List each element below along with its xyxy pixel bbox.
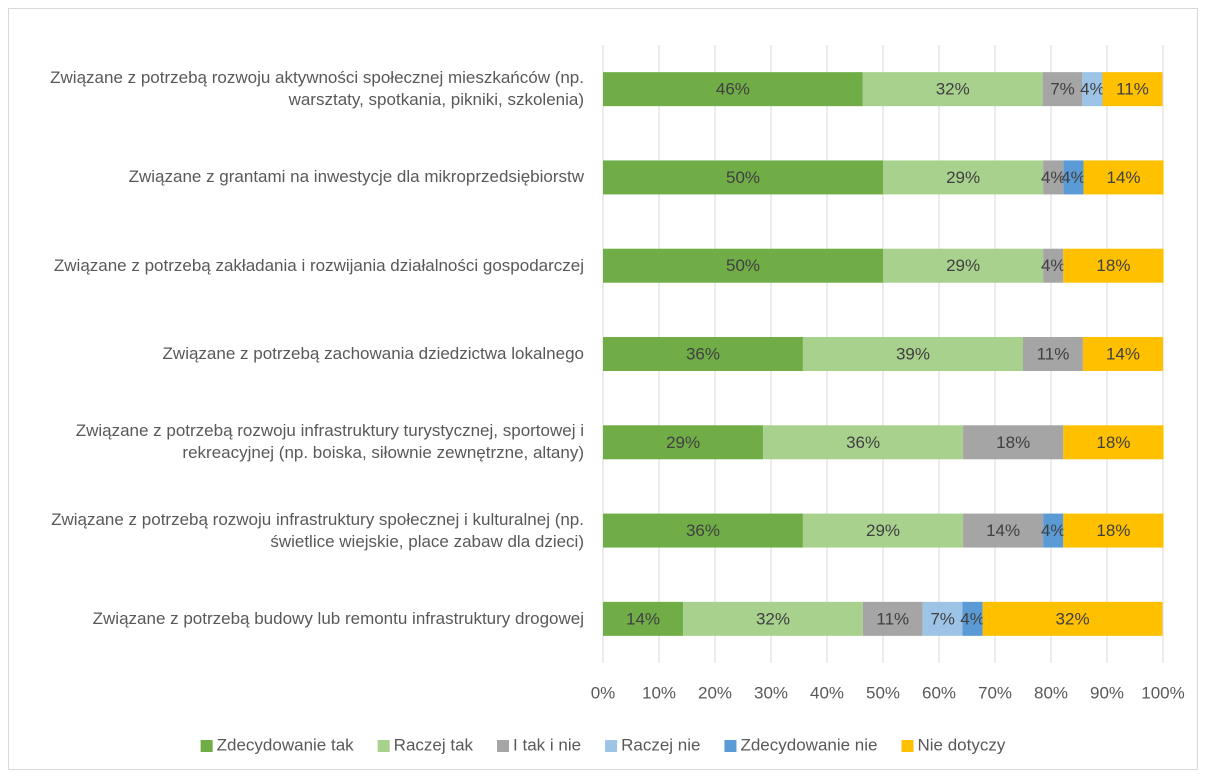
bar-segment: [802, 513, 964, 548]
data-label: 50%: [726, 256, 760, 275]
x-tick-label: 0%: [591, 683, 616, 702]
bar-segment: [603, 337, 803, 371]
bar-segment: [683, 601, 863, 636]
data-label: 4%: [1080, 80, 1105, 99]
data-label: 7%: [930, 609, 955, 628]
legend-label: Raczej nie: [621, 735, 700, 754]
category-label: Związane z potrzebą rozwoju infrastruktu…: [51, 509, 584, 551]
data-label: 36%: [686, 521, 720, 540]
bar-segment: [1063, 160, 1084, 195]
bar-segment: [603, 601, 684, 636]
bar-segment: [603, 72, 863, 107]
legend-label: Nie dotyczy: [917, 735, 1005, 754]
x-tick-label: 90%: [1090, 683, 1124, 702]
category-label: Związane z potrzebą budowy lub remontu i…: [92, 608, 584, 628]
data-label: 4%: [1041, 521, 1066, 540]
bar-segment: [603, 425, 764, 460]
data-label: 32%: [936, 80, 970, 99]
data-label: 11%: [876, 609, 909, 628]
legend-swatch: [497, 740, 510, 752]
category-label: Związane z potrzebą zakładania i rozwija…: [53, 255, 584, 275]
bar-segment: [1083, 160, 1164, 195]
bar-segment: [1063, 513, 1164, 548]
bar-segment: [1063, 425, 1164, 460]
bar-segment: [922, 601, 963, 636]
bar-segment: [962, 601, 983, 636]
data-label: 46%: [716, 80, 750, 99]
data-label: 29%: [666, 433, 700, 452]
bar-segment: [1023, 337, 1083, 371]
data-label: 32%: [756, 609, 790, 628]
x-tick-label: 70%: [978, 683, 1012, 702]
bar-segment: [1043, 513, 1064, 548]
bar-segment: [603, 160, 883, 195]
data-label: 18%: [1096, 521, 1130, 540]
data-label: 14%: [1106, 344, 1140, 363]
legend-swatch: [605, 740, 618, 752]
bar-segment: [883, 160, 1044, 195]
x-tick-label: 50%: [866, 683, 900, 702]
legend-label: Zdecydowanie tak: [217, 735, 355, 754]
data-label: 14%: [986, 521, 1020, 540]
x-tick-label: 20%: [698, 683, 732, 702]
bar-segment: [1043, 160, 1064, 195]
bar-segment: [1082, 72, 1103, 107]
data-label: 50%: [726, 168, 760, 187]
bar-segment: [862, 601, 923, 636]
legend-swatch: [377, 740, 390, 752]
data-label: 18%: [996, 433, 1030, 452]
x-tick-label: 100%: [1141, 683, 1184, 702]
legend-swatch: [724, 740, 737, 752]
data-label: 32%: [1056, 609, 1090, 628]
data-label: 18%: [1096, 256, 1130, 275]
data-label: 4%: [1061, 168, 1086, 187]
bar-segment: [802, 337, 1023, 371]
data-label: 29%: [866, 521, 900, 540]
data-label: 4%: [1041, 168, 1066, 187]
category-label: Związane z potrzebą zachowania dziedzict…: [162, 344, 584, 363]
bar-segment: [1042, 72, 1083, 107]
data-label: 14%: [626, 609, 660, 628]
bar-segment: [1063, 248, 1164, 283]
category-label: Związane z potrzebą rozwoju aktywności s…: [50, 68, 584, 110]
data-label: 29%: [946, 256, 980, 275]
legend-swatch: [901, 740, 914, 752]
data-label: 39%: [896, 344, 930, 363]
x-tick-label: 40%: [810, 683, 844, 702]
category-label: Związane z grantami na inwestycje dla mi…: [128, 167, 584, 187]
bar-segment: [603, 248, 883, 283]
data-label: 36%: [846, 433, 880, 452]
category-label: Związane z potrzebą rozwoju infrastruktu…: [75, 421, 584, 463]
data-label: 4%: [960, 609, 985, 628]
legend-label: Raczej tak: [394, 735, 474, 754]
legend-label: Zdecydowanie nie: [740, 735, 877, 754]
data-label: 7%: [1050, 80, 1075, 99]
x-tick-label: 60%: [922, 683, 956, 702]
data-label: 18%: [1096, 433, 1130, 452]
data-label: 11%: [1037, 344, 1070, 363]
bar-segment: [862, 72, 1043, 107]
data-label: 4%: [1041, 256, 1066, 275]
data-label: 36%: [686, 344, 720, 363]
bar-segment: [763, 425, 964, 460]
bar-segment: [982, 601, 1163, 636]
legend-swatch: [200, 740, 213, 752]
data-label: 14%: [1107, 168, 1141, 187]
x-tick-label: 30%: [754, 683, 788, 702]
x-tick-label: 10%: [642, 683, 676, 702]
bar-segment: [1102, 72, 1163, 107]
bar-segment: [963, 425, 1064, 460]
x-tick-label: 80%: [1034, 683, 1068, 702]
bar-segment: [1082, 337, 1163, 371]
legend: Zdecydowanie tak Raczej tak I tak i nie Rac…: [200, 735, 1006, 754]
legend-label: I tak i nie: [513, 735, 581, 754]
data-label: 11%: [1116, 80, 1149, 99]
bar-segment: [603, 513, 803, 548]
bar-segment: [883, 248, 1044, 283]
bar-segment: [1043, 248, 1064, 283]
bar-segment: [963, 513, 1044, 548]
data-label: 29%: [946, 168, 980, 187]
